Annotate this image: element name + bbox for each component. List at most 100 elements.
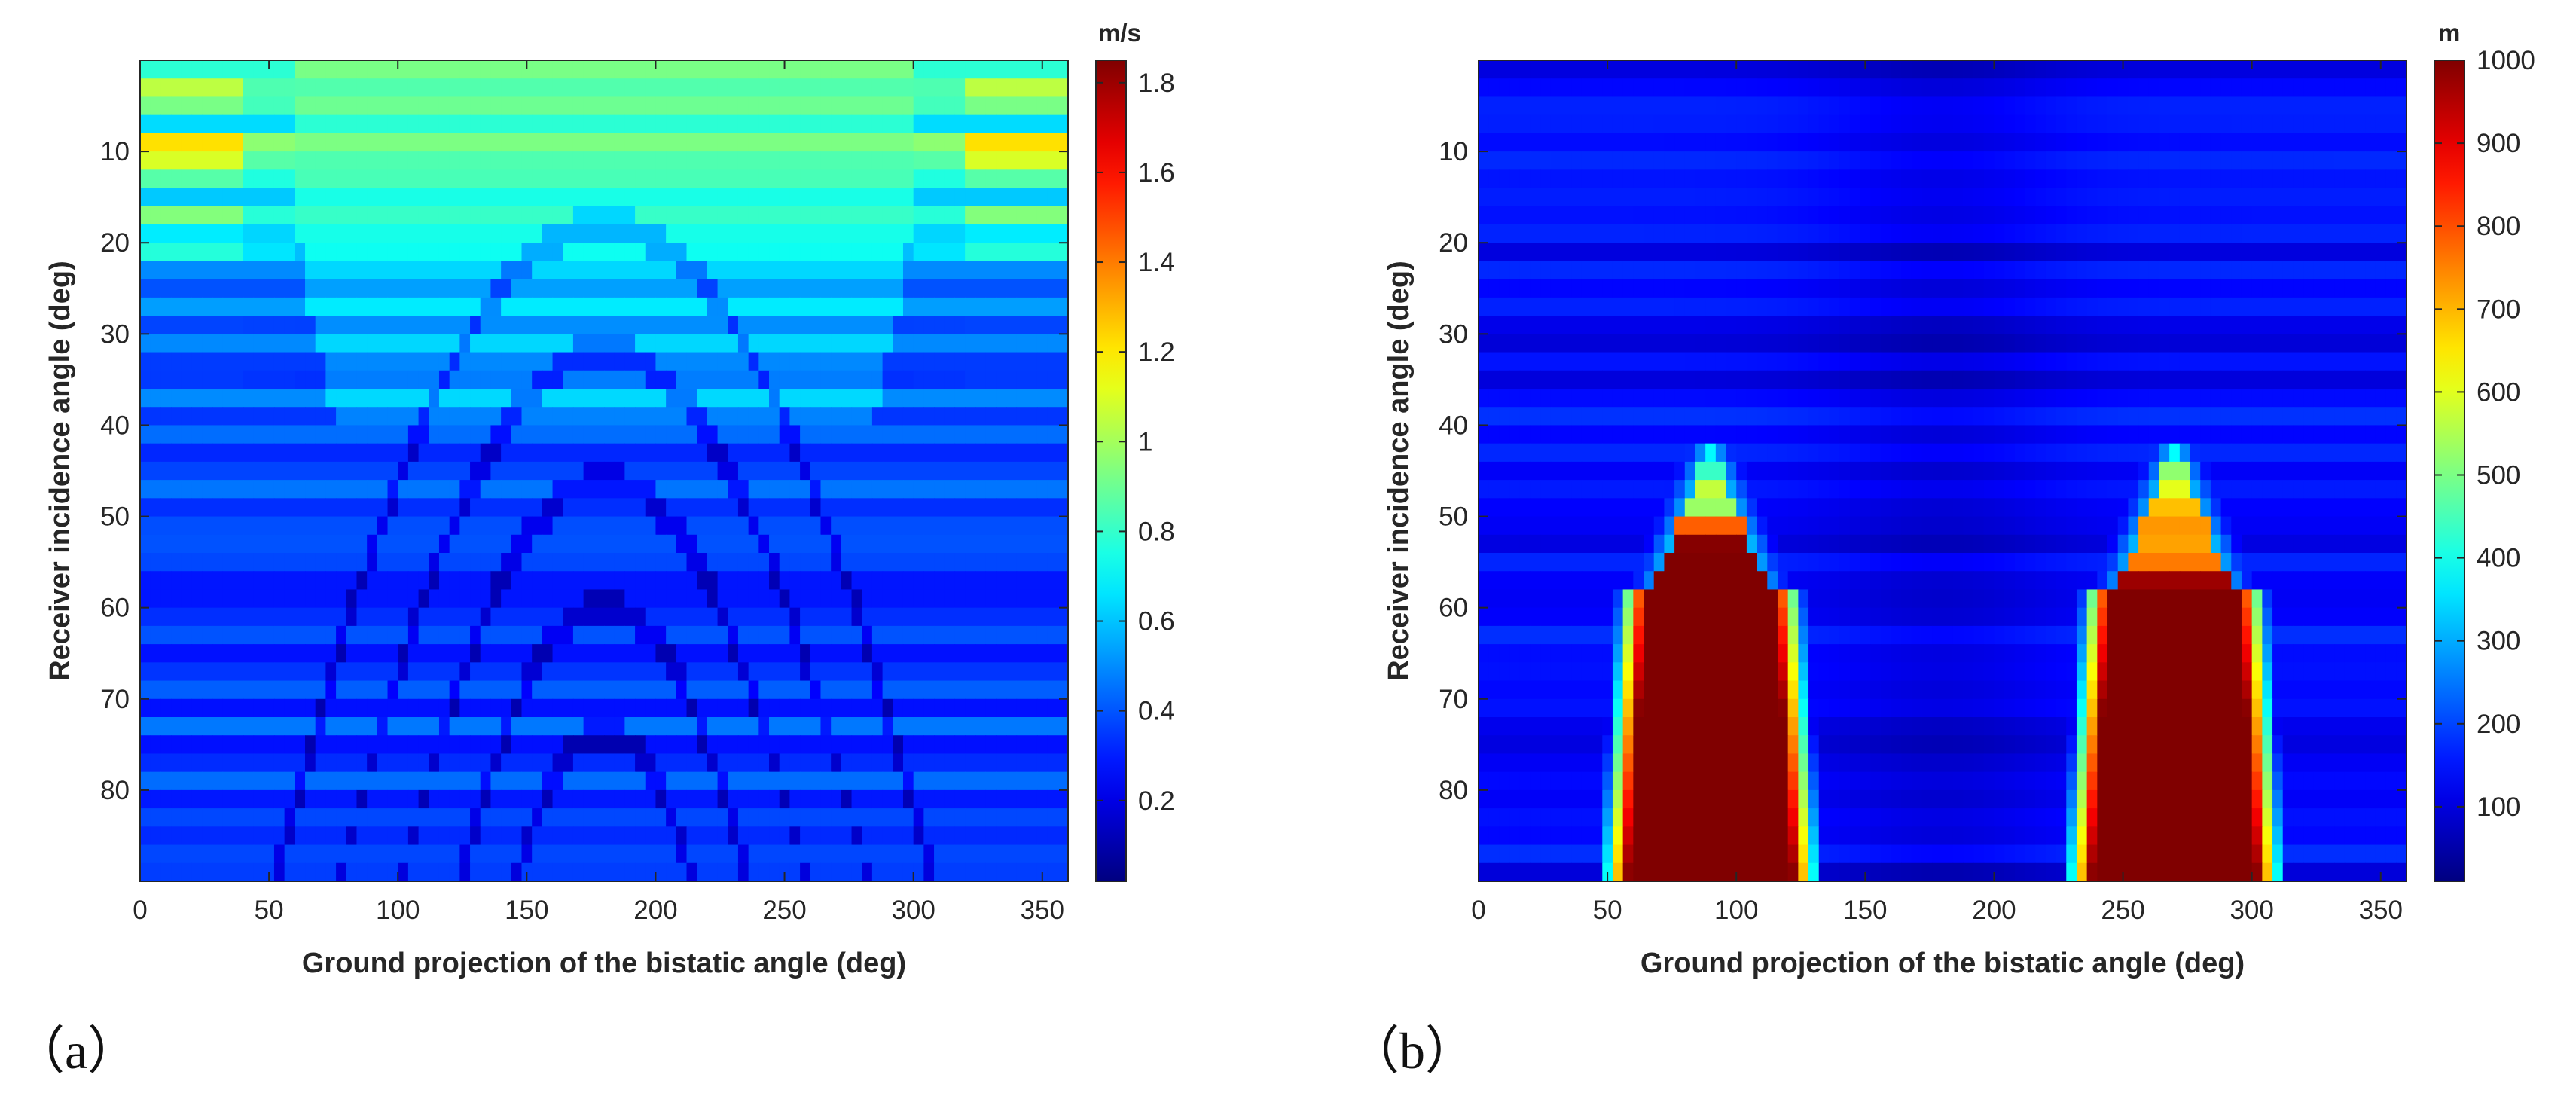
heatmap-cell — [779, 151, 790, 170]
heatmap-cell — [295, 480, 306, 499]
heatmap-cell — [737, 114, 749, 134]
heatmap-cell — [1047, 279, 1058, 298]
heatmap-cell — [264, 78, 275, 98]
heatmap-cell — [748, 389, 759, 408]
heatmap-cell — [1047, 261, 1058, 280]
heatmap-cell — [542, 243, 554, 262]
heatmap-cell — [2190, 96, 2201, 116]
heatmap-cell — [810, 96, 822, 116]
heatmap-cell — [1016, 698, 1027, 718]
heatmap-cell — [356, 133, 368, 152]
heatmap-cell — [666, 60, 677, 79]
heatmap-cell — [449, 789, 460, 809]
heatmap-cell — [893, 644, 904, 663]
heatmap-cell — [1027, 516, 1038, 536]
heatmap-cell — [851, 571, 862, 591]
heatmap-cell — [552, 607, 563, 627]
heatmap-cell — [2056, 96, 2067, 116]
heatmap-cell — [572, 698, 584, 718]
heatmap-cell — [429, 133, 440, 152]
heatmap-cell — [264, 425, 275, 444]
heatmap-cell — [944, 316, 956, 334]
heatmap-cell — [490, 334, 502, 353]
heatmap-cell — [459, 862, 471, 882]
heatmap-cell — [438, 571, 450, 591]
heatmap-cell — [253, 735, 264, 755]
heatmap-cell — [418, 279, 429, 298]
heatmap-cell — [377, 844, 389, 864]
heatmap-cell — [728, 279, 739, 298]
heatmap-cell — [2200, 133, 2211, 152]
heatmap-cell — [315, 862, 326, 882]
heatmap-cell — [655, 844, 667, 864]
heatmap-cell — [459, 698, 471, 718]
heatmap-cell — [1653, 114, 1665, 134]
heatmap-cell — [697, 243, 708, 262]
heatmap-cell — [604, 297, 615, 316]
heatmap-cell — [985, 698, 997, 718]
heatmap-cell — [1777, 60, 1789, 79]
heatmap-cell — [893, 96, 904, 116]
heatmap-cell — [377, 789, 389, 809]
heatmap-cell — [181, 224, 193, 243]
heatmap-cell — [789, 224, 801, 243]
heatmap-cell — [758, 425, 770, 444]
heatmap-cell — [1058, 698, 1069, 718]
heatmap-cell — [862, 498, 873, 517]
heatmap-cell — [851, 279, 862, 298]
heatmap-cell — [552, 96, 563, 116]
heatmap-cell — [202, 224, 213, 243]
heatmap-cell — [1006, 789, 1018, 809]
heatmap-cell — [789, 243, 801, 262]
heatmap-cell — [191, 753, 203, 773]
heatmap-cell — [532, 735, 543, 755]
heatmap-cell — [1901, 188, 1912, 207]
heatmap-cell — [1860, 78, 1871, 98]
heatmap-cell — [191, 96, 203, 116]
heatmap-cell — [346, 425, 358, 444]
heatmap-cell — [1509, 151, 1521, 170]
heatmap-cell — [614, 534, 625, 554]
heatmap-cell — [1932, 188, 1943, 207]
heatmap-cell — [2035, 114, 2046, 134]
heatmap-cell — [666, 133, 677, 152]
heatmap-cell — [212, 114, 224, 134]
heatmap-cell — [438, 297, 450, 316]
heatmap-cell — [913, 844, 924, 864]
heatmap-cell — [171, 735, 182, 755]
heatmap-cell — [253, 297, 264, 316]
heatmap-cell — [2169, 169, 2181, 189]
heatmap-cell — [2220, 96, 2232, 116]
heatmap-cell — [1016, 862, 1027, 882]
heatmap-cell — [532, 316, 543, 334]
heatmap-cell — [594, 625, 605, 645]
heatmap-cell — [2282, 206, 2294, 225]
heatmap-cell — [572, 133, 584, 152]
heatmap-cell — [965, 352, 976, 371]
heatmap-cell — [985, 78, 997, 98]
heatmap-cell — [1963, 114, 1974, 134]
heatmap-cell — [748, 862, 759, 882]
heatmap-cell — [800, 316, 811, 334]
heatmap-cell — [1633, 133, 1644, 152]
heatmap-cell — [862, 370, 873, 389]
heatmap-cell — [243, 297, 255, 316]
heatmap-cell — [438, 808, 450, 827]
heatmap-cell — [944, 243, 956, 262]
heatmap-cell — [418, 717, 429, 736]
heatmap-cell — [965, 571, 976, 591]
heatmap-cell — [902, 169, 914, 189]
heatmap-cell — [387, 389, 398, 408]
heatmap-cell — [758, 243, 770, 262]
heatmap-cell — [624, 279, 636, 298]
heatmap-cell — [902, 243, 914, 262]
heatmap-cell — [1705, 224, 1717, 243]
heatmap-cell — [871, 169, 884, 189]
heatmap-cell — [748, 370, 759, 389]
heatmap-cell — [902, 680, 914, 700]
heatmap-cell — [305, 243, 316, 262]
heatmap-cell — [1839, 169, 1851, 189]
heatmap-cell — [521, 60, 533, 79]
heatmap-cell — [831, 78, 842, 98]
heatmap-cell — [264, 480, 275, 499]
